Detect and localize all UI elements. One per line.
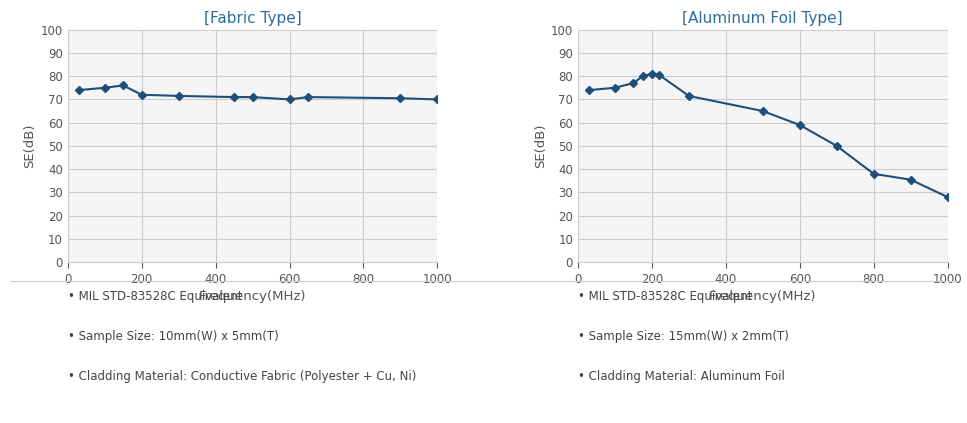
Y-axis label: SE(dB): SE(dB)	[534, 124, 546, 168]
Text: • MIL STD-83528C Equivalent: • MIL STD-83528C Equivalent	[578, 290, 752, 303]
Text: • Sample Size: 10mm(W) x 5mm(T): • Sample Size: 10mm(W) x 5mm(T)	[68, 330, 278, 343]
Y-axis label: SE(dB): SE(dB)	[23, 124, 37, 168]
X-axis label: Frequency(MHz): Frequency(MHz)	[199, 290, 307, 303]
X-axis label: Frequency(MHz): Frequency(MHz)	[709, 290, 816, 303]
Text: • Cladding Material: Aluminum Foil: • Cladding Material: Aluminum Foil	[578, 370, 785, 383]
Text: • MIL STD-83528C Equivalent: • MIL STD-83528C Equivalent	[68, 290, 242, 303]
Text: • Cladding Material: Conductive Fabric (Polyester + Cu, Ni): • Cladding Material: Conductive Fabric (…	[68, 370, 416, 383]
Title: [Aluminum Foil Type]: [Aluminum Foil Type]	[683, 11, 843, 26]
Text: • Sample Size: 15mm(W) x 2mm(T): • Sample Size: 15mm(W) x 2mm(T)	[578, 330, 789, 343]
Title: [Fabric Type]: [Fabric Type]	[204, 11, 302, 26]
